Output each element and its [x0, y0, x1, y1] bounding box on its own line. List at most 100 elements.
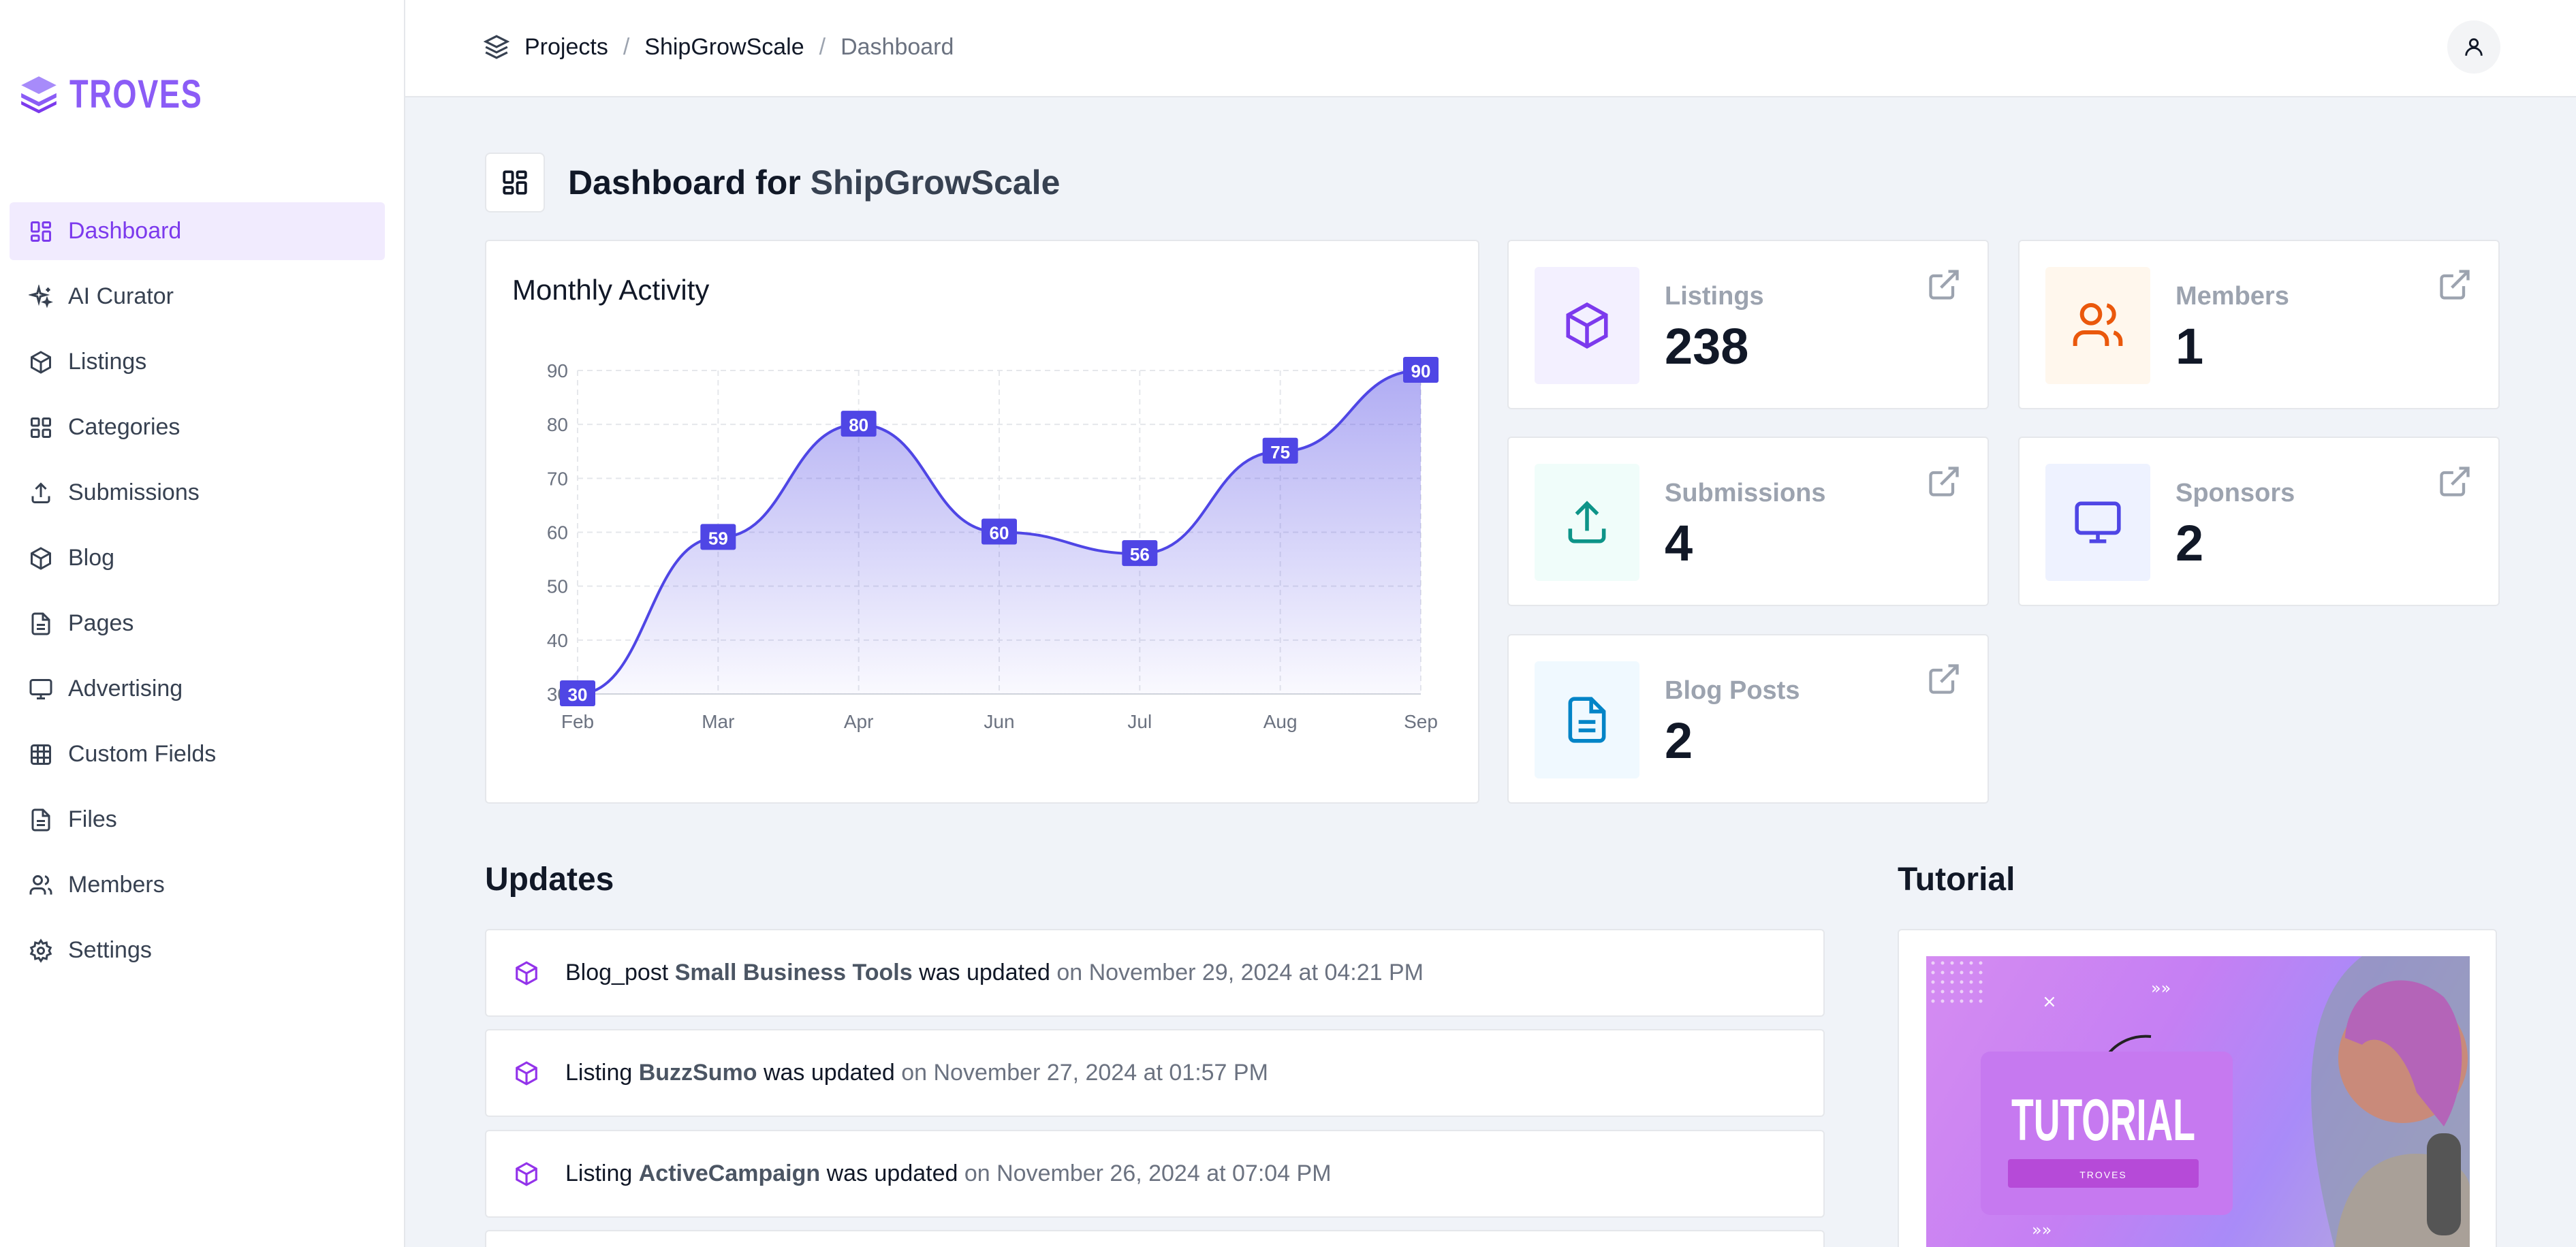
update-time: on November 26, 2024 at 07:04 PM	[964, 1161, 1332, 1186]
update-time: on November 29, 2024 at 04:21 PM	[1056, 960, 1424, 985]
cube-icon	[516, 1161, 537, 1186]
sidebar-item-files[interactable]: Files	[10, 791, 385, 849]
sidebar-item-label: Dashboard	[68, 218, 182, 244]
monitor-icon	[29, 678, 52, 699]
chart-title: Monthly Activity	[512, 274, 710, 306]
breadcrumb-current: Dashboard	[841, 33, 954, 60]
tutorial-video-thumbnail[interactable]: × »» »» TUTORIAL TROVES	[1926, 956, 2470, 1247]
update-type: Listing	[565, 1060, 633, 1086]
file-icon	[31, 808, 50, 831]
stat-card-members[interactable]: Members 1	[2018, 240, 2500, 409]
x-tick-label: Jul	[1127, 711, 1152, 732]
sidebar-item-label: AI Curator	[68, 283, 174, 309]
tutorial-thumb-sub: TROVES	[2079, 1169, 2127, 1180]
cube-icon	[1566, 302, 1608, 349]
file-icon	[31, 612, 50, 635]
breadcrumb: Projects / ShipGrowScale / Dashboard	[484, 31, 954, 63]
cube-icon	[516, 1060, 537, 1086]
stat-card-submissions[interactable]: Submissions 4	[1507, 437, 1989, 606]
users-icon	[2073, 303, 2123, 346]
sidebar-item-pages[interactable]: Pages	[10, 595, 385, 652]
stat-icon-box	[1535, 464, 1639, 581]
y-tick-label: 60	[547, 522, 568, 543]
update-item: Listing ActiveCampaign was updated on No…	[485, 1130, 1825, 1218]
svg-text:56: 56	[1130, 544, 1150, 565]
sidebar-item-listings[interactable]: Listings	[10, 333, 385, 391]
y-tick-label: 40	[547, 630, 568, 651]
update-item: Listing BuzzSumo was updated on November…	[485, 1029, 1825, 1117]
update-link[interactable]: BuzzSumo	[638, 1060, 757, 1086]
monthly-activity-card: Monthly Activity 30 40 50 60 70 80 90 Feb Mar Apr…	[485, 240, 1479, 804]
sidebar-item-label: Listings	[68, 349, 147, 375]
sidebar-item-blog[interactable]: Blog	[10, 529, 385, 587]
cube-icon	[31, 350, 51, 374]
svg-text:90: 90	[1411, 361, 1431, 381]
updates-title: Updates	[485, 862, 614, 898]
stat-icon-box	[1535, 661, 1639, 778]
external-link-icon[interactable]	[2437, 267, 2472, 302]
stat-label: Sponsors	[2176, 479, 2295, 507]
external-link-icon[interactable]	[2437, 464, 2472, 499]
external-link-icon[interactable]	[1926, 267, 1962, 302]
update-action: was updated	[826, 1161, 958, 1186]
x-tick-label: Aug	[1263, 711, 1298, 732]
stat-value: 2	[1665, 712, 1693, 769]
sidebar-item-label: Submissions	[68, 479, 200, 505]
breadcrumb-projects[interactable]: Projects	[524, 33, 608, 60]
monitor-icon	[2075, 501, 2121, 543]
y-tick-label: 70	[547, 468, 568, 489]
stat-icon-box	[1535, 267, 1639, 384]
cube-icon	[31, 546, 51, 570]
user-avatar-button[interactable]	[2447, 20, 2500, 74]
sidebar-item-label: Settings	[68, 937, 152, 963]
sidebar-item-settings[interactable]: Settings	[10, 921, 385, 979]
update-item: Blog_post Small Business Tools was updat…	[485, 929, 1825, 1017]
users-icon	[29, 874, 52, 894]
file-icon	[1568, 697, 1606, 743]
page-title-prefix: Dashboard for	[568, 163, 801, 202]
stat-card-sponsors[interactable]: Sponsors 2	[2018, 437, 2500, 606]
sidebar-item-categories[interactable]: Categories	[10, 398, 385, 456]
update-link[interactable]: ActiveCampaign	[638, 1161, 821, 1186]
dashboard-icon-box	[485, 153, 545, 212]
update-link[interactable]: Small Business Tools	[674, 960, 913, 985]
logo[interactable]: TROVES	[18, 67, 240, 121]
sidebar-item-members[interactable]: Members	[10, 856, 385, 914]
sidebar-item-advertising[interactable]: Advertising	[10, 660, 385, 718]
svg-text:»»: »»	[2032, 1220, 2052, 1240]
gear-icon	[29, 938, 52, 963]
external-link-icon[interactable]	[1926, 464, 1962, 499]
stat-value: 1	[2176, 318, 2204, 375]
y-tick-label: 80	[547, 414, 568, 435]
sidebar-item-custom-fields[interactable]: Custom Fields	[10, 725, 385, 783]
breadcrumb-separator: /	[819, 33, 826, 60]
dashboard-icon	[503, 170, 527, 195]
breadcrumb-separator: /	[623, 33, 630, 60]
svg-text:75: 75	[1270, 442, 1290, 462]
sparkles-icon	[29, 284, 53, 308]
stat-card-blog-posts[interactable]: Blog Posts 2	[1507, 634, 1989, 804]
stat-icon-box	[2045, 464, 2150, 581]
data-label: 75	[1262, 437, 1298, 464]
sidebar-item-ai-curator[interactable]: AI Curator	[10, 268, 385, 326]
breadcrumb-project[interactable]: ShipGrowScale	[644, 33, 804, 60]
svg-text:80: 80	[849, 415, 868, 435]
data-label: 56	[1122, 540, 1158, 567]
sidebar-item-dashboard[interactable]: Dashboard	[10, 202, 385, 260]
external-link-icon[interactable]	[1926, 661, 1962, 697]
page-title: Dashboard for ShipGrowScale	[568, 163, 1060, 202]
upload-icon	[1568, 501, 1606, 543]
grid-icon	[31, 417, 51, 438]
stat-label: Listings	[1665, 282, 1764, 311]
x-tick-label: Jun	[984, 711, 1014, 732]
sidebar-item-label: Advertising	[68, 676, 183, 701]
update-text: Listing BuzzSumo was updated on November…	[565, 1060, 1268, 1086]
tutorial-thumb-text: TUTORIAL	[2011, 1088, 2195, 1153]
user-icon	[2465, 38, 2483, 56]
stat-label: Submissions	[1665, 479, 1826, 507]
stat-card-listings[interactable]: Listings 238	[1507, 240, 1989, 409]
topbar: Projects / ShipGrowScale / Dashboard	[405, 0, 2576, 97]
sidebar-item-submissions[interactable]: Submissions	[10, 464, 385, 522]
svg-text:59: 59	[708, 528, 728, 548]
tutorial-card: × »» »» TUTORIAL TROVES	[1898, 929, 2497, 1247]
